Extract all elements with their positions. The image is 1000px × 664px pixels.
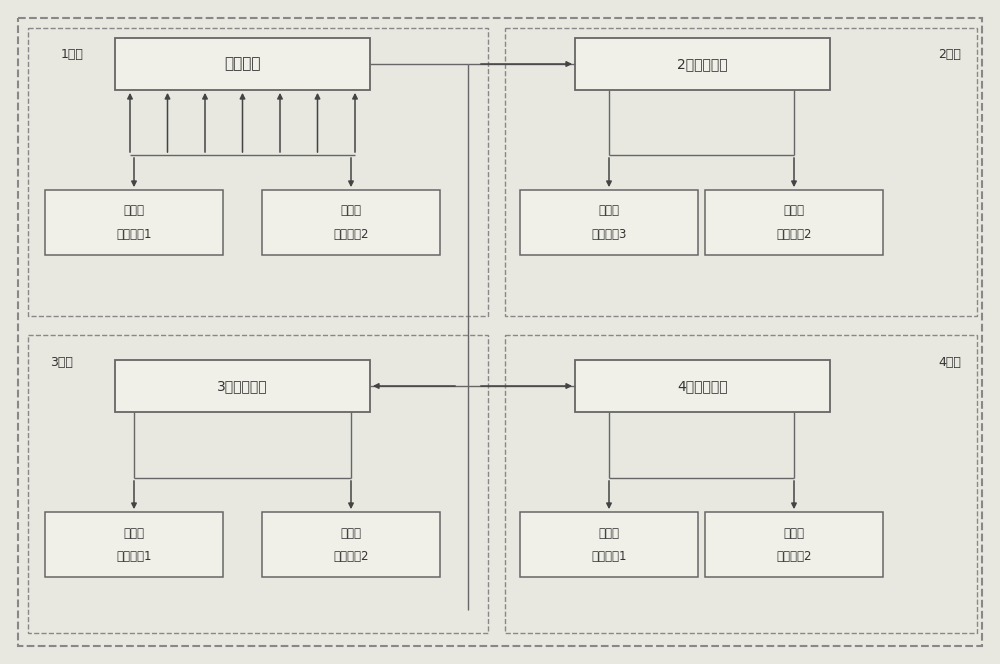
Text: 1号车: 1号车: [61, 48, 83, 62]
Text: 2号车控制器: 2号车控制器: [677, 57, 728, 71]
Text: 3号车: 3号车: [51, 355, 73, 369]
Bar: [575, 38, 830, 90]
Bar: [520, 190, 698, 255]
Text: 换流器: 换流器: [340, 205, 362, 218]
Text: 总控制器: 总控制器: [224, 56, 261, 72]
Bar: [45, 190, 223, 255]
Text: 4号车: 4号车: [939, 355, 961, 369]
Text: 控制单元3: 控制单元3: [591, 228, 627, 240]
Text: 换流器: 换流器: [124, 205, 144, 218]
Text: 控制单元2: 控制单元2: [333, 550, 369, 562]
Text: 4号车控制器: 4号车控制器: [677, 379, 728, 393]
Text: 控制单元1: 控制单元1: [116, 550, 152, 562]
Text: 换流器: 换流器: [598, 205, 620, 218]
Bar: [705, 190, 883, 255]
Bar: [262, 512, 440, 577]
Text: 换流器: 换流器: [124, 527, 144, 540]
Bar: [505, 28, 977, 316]
Bar: [575, 360, 830, 412]
Text: 控制单元2: 控制单元2: [776, 228, 812, 240]
Bar: [262, 190, 440, 255]
Bar: [45, 512, 223, 577]
Text: 控制单元1: 控制单元1: [591, 550, 627, 562]
Bar: [28, 335, 488, 633]
Text: 换流器: 换流器: [784, 527, 804, 540]
Text: 控制单元1: 控制单元1: [116, 228, 152, 240]
Bar: [505, 335, 977, 633]
Text: 控制单元2: 控制单元2: [333, 228, 369, 240]
Bar: [28, 28, 488, 316]
Bar: [520, 512, 698, 577]
Bar: [705, 512, 883, 577]
Text: 换流器: 换流器: [784, 205, 804, 218]
Text: 换流器: 换流器: [340, 527, 362, 540]
Text: 3号车控制器: 3号车控制器: [217, 379, 268, 393]
Bar: [115, 38, 370, 90]
Text: 控制单元2: 控制单元2: [776, 550, 812, 562]
Text: 换流器: 换流器: [598, 527, 620, 540]
Text: 2号车: 2号车: [939, 48, 961, 62]
Bar: [115, 360, 370, 412]
